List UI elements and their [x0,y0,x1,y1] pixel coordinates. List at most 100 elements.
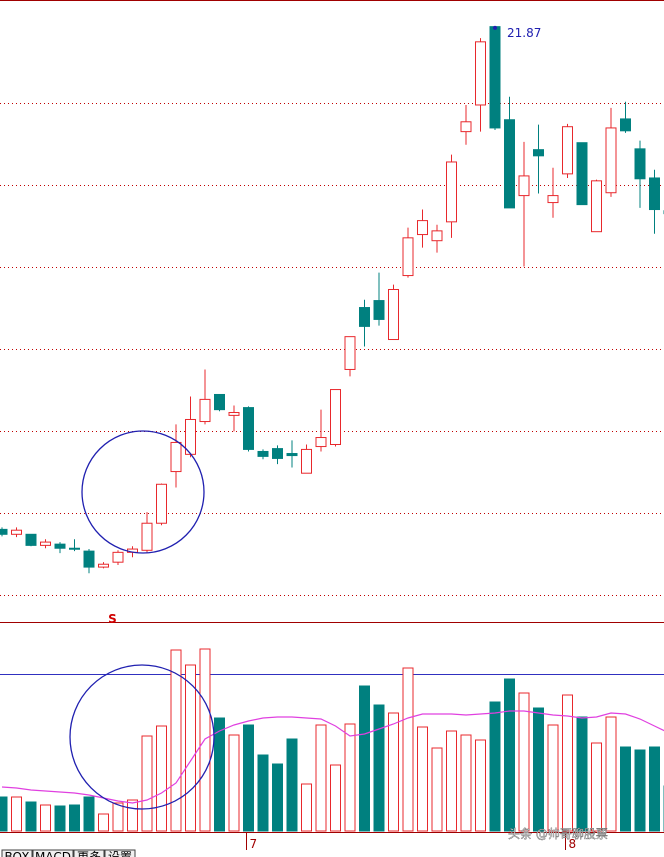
candle-body [170,441,182,473]
volume-bar [83,796,95,832]
candle-body [620,118,631,132]
candle-body [417,220,428,236]
volume-bar [330,764,341,832]
candle-body [388,288,399,341]
volume-bar [243,724,254,832]
volume-bar [315,724,327,832]
candle-body [156,483,167,524]
volume-bar [272,763,283,832]
tab[interactable] [1,849,33,857]
candle-body [286,453,298,457]
volume-bar [0,796,8,832]
volume-bar [649,746,660,832]
volume-bar [40,804,51,832]
volume-bar [25,801,37,832]
volume-bar [562,694,573,832]
candle-body [605,127,617,194]
volume-bar [576,716,588,832]
candle-body [214,393,225,411]
tab-label[interactable]: 设置 [108,850,132,857]
candle-body [344,336,356,370]
tab-label[interactable]: BOX [5,850,30,857]
x-tick-label: 8 [569,837,577,851]
volume-bar [446,730,457,832]
volume-bar [98,813,109,832]
candle-body [518,175,530,197]
candle-body [431,230,443,242]
tab[interactable] [104,849,136,857]
tab[interactable] [73,849,105,857]
candle-body [69,547,80,550]
candle-body [359,307,370,327]
candle-body [301,448,312,474]
volume-bar [620,746,631,832]
candle-body [591,180,602,233]
candle-body [402,237,414,277]
volume-bar [591,742,602,832]
candle-body [257,450,269,457]
candle-body [83,550,95,568]
volume-bar [228,734,240,832]
candle-body [330,389,341,445]
candle-body [475,41,486,106]
candle-body [272,448,283,459]
candle-body [98,563,109,568]
volume-bar [214,717,225,832]
volume-bar [54,805,66,832]
tab-label[interactable]: 更多 [77,850,101,857]
volume-bar [533,707,544,832]
volume-bar [170,649,182,832]
signal-label: S [108,612,117,626]
candle-body [460,121,472,133]
candle-body [489,26,501,129]
candle-body [504,119,515,209]
x-tick-label: 7 [250,837,258,851]
candle-body [199,398,211,423]
high-marker [493,25,497,30]
candle-body [315,437,327,448]
candle-body [25,533,37,546]
volume-bar [257,754,269,832]
highlight-circle [81,430,205,554]
candle-body [243,407,254,450]
candle-body [141,522,153,551]
high-label: 21.87 [507,26,541,40]
volume-bar [373,704,385,832]
volume-bar [460,734,472,832]
candle-body [0,528,8,535]
candle-body [533,149,544,157]
candle-body [11,529,22,535]
volume-bar [605,716,617,832]
volume-bar [489,701,501,832]
volume-bar [402,667,414,832]
tab-label[interactable]: MACD [35,850,71,857]
highlight-circle [69,664,215,810]
volume-bar [112,802,124,832]
volume-average-line [1,710,664,804]
candle-body [649,177,660,211]
candle-body [634,148,646,180]
watermark: 头条 @帅哥聊股票 [508,827,608,841]
volume-bar [127,799,138,832]
volume-bar [359,685,370,832]
volume-bar [547,724,559,832]
tab[interactable] [32,849,74,857]
volume-bar [431,747,443,832]
candle-body [228,412,240,416]
volume-bar [69,804,80,832]
volume-bar [185,664,196,832]
candle-body [112,551,124,563]
candle-body [547,195,559,204]
volume-bar [504,678,515,832]
candle-body [54,543,66,549]
candle-body [576,142,588,206]
candle-body [562,126,573,175]
volume-bar [11,796,22,832]
candle-body [40,541,51,546]
volume-bar [388,712,399,832]
candle-body [446,161,457,223]
volume-bar [417,726,428,832]
candle-body [373,300,385,320]
volume-bar [141,735,153,832]
